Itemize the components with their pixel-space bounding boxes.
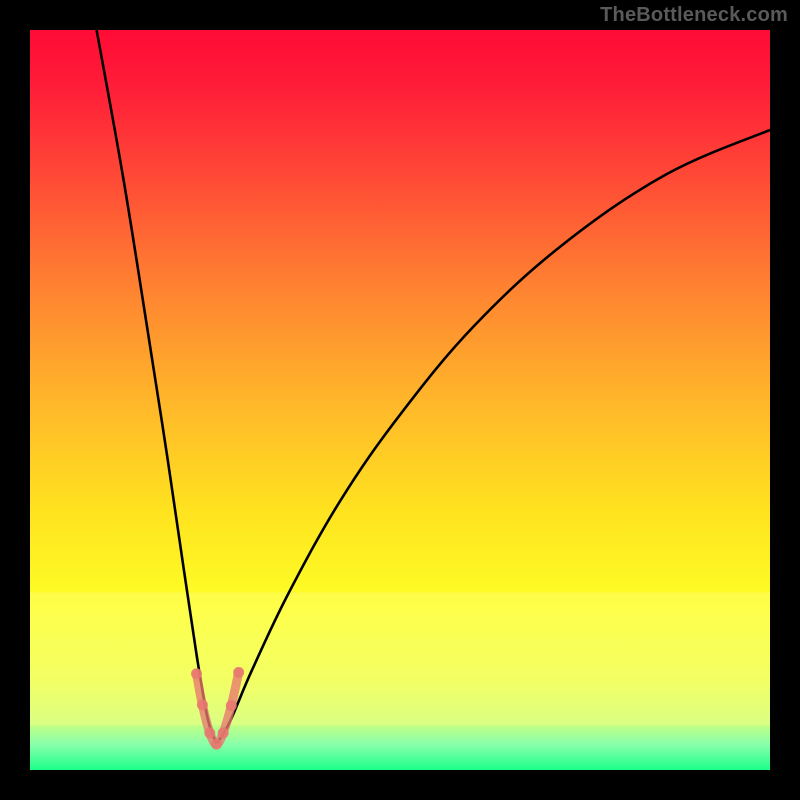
valley-dot <box>226 700 237 711</box>
valley-dot <box>204 728 215 739</box>
valley-dot <box>233 667 244 678</box>
valley-dot <box>191 668 202 679</box>
valley-dot <box>211 739 222 750</box>
valley-dot <box>218 728 229 739</box>
chart-highlight-band <box>30 592 770 725</box>
chart-svg <box>30 30 770 770</box>
chart-frame: TheBottleneck.com <box>0 0 800 800</box>
valley-dot <box>197 699 208 710</box>
watermark-text: TheBottleneck.com <box>600 4 788 27</box>
chart-plot <box>30 30 770 770</box>
